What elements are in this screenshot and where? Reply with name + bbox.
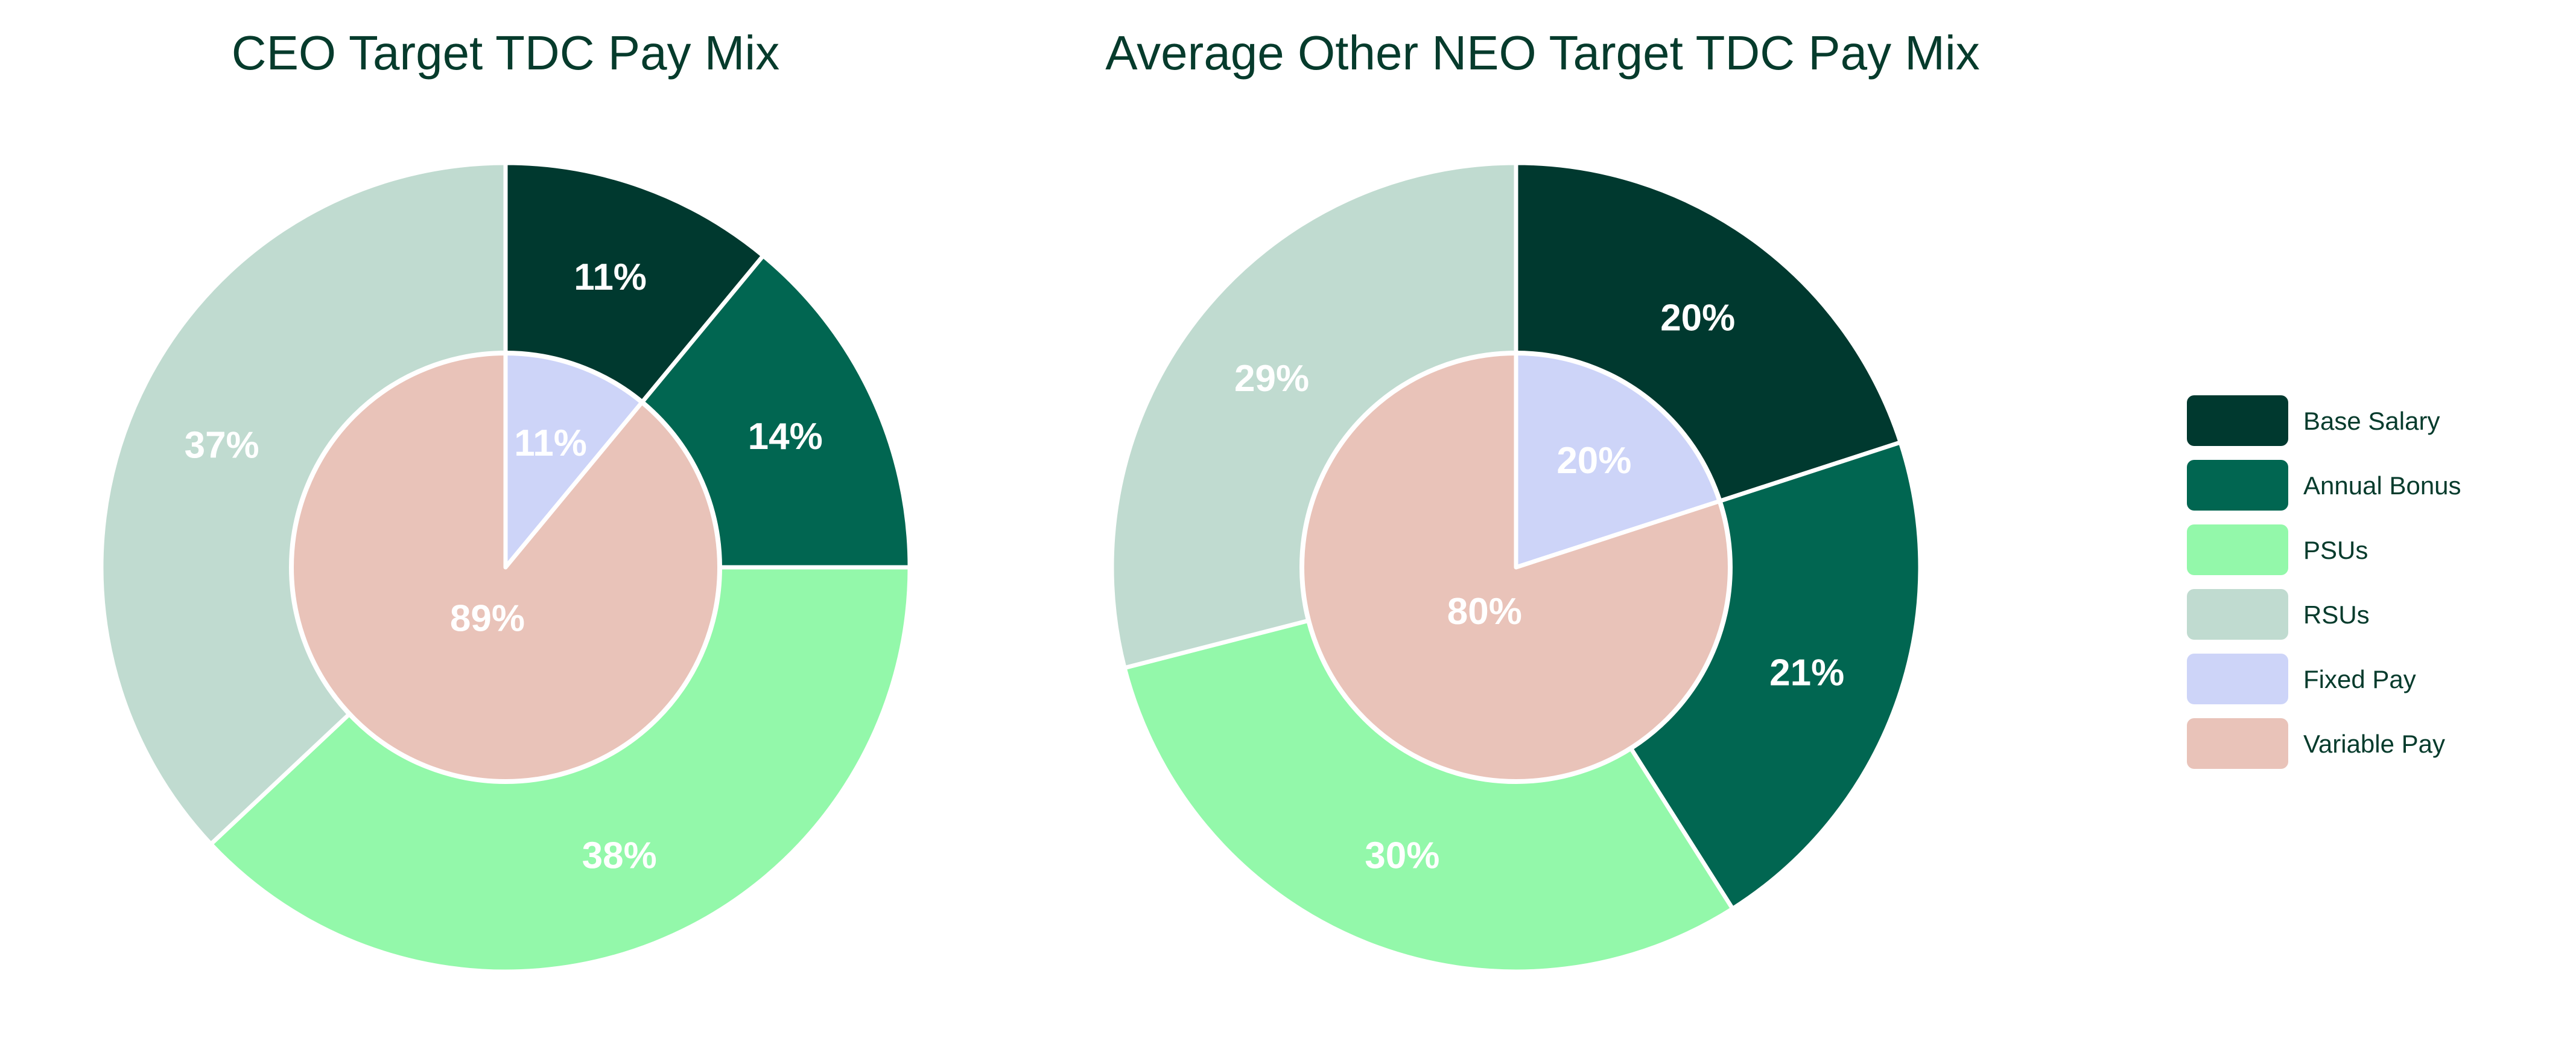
ceo-ring-separator [289,351,722,784]
neo-outer-label-annual-bonus: 21% [1769,652,1844,694]
legend-swatch-annual-bonus [2187,460,2288,511]
neo-inner-label-variable-pay: 80% [1447,591,1522,632]
legend-swatch-rsus [2187,589,2288,640]
legend: Base Salary Annual Bonus PSUs RSUs Fixed Pay… [2187,395,2461,769]
legend-label-rsus: RSUs [2303,600,2370,629]
legend-swatch-psus [2187,524,2288,575]
neo-chart-title: Average Other NEO Target TDC Pay Mix [1105,26,1979,80]
legend-swatch-variable-pay [2187,718,2288,769]
legend-swatch-base-salary [2187,395,2288,446]
ceo-outer-label-rsus: 37% [185,424,259,466]
neo-outer-label-base-salary: 20% [1660,297,1735,339]
ceo-chart-title: CEO Target TDC Pay Mix [232,26,779,80]
legend-label-psus: PSUs [2303,536,2368,564]
ceo-outer-label-annual-bonus: 14% [748,416,823,457]
neo-outer-label-psus: 30% [1365,835,1439,877]
neo-inner-label-fixed-pay: 20% [1556,440,1631,482]
ceo-pay-mix-pie: 11% 14% 38% 37% 11% 89% [99,161,912,974]
neo-outer-label-rsus: 29% [1234,358,1309,400]
ceo-outer-label-base-salary: 11% [574,256,647,298]
legend-label-variable-pay: Variable Pay [2303,730,2445,758]
legend-label-base-salary: Base Salary [2303,407,2440,435]
legend-swatch-fixed-pay [2187,654,2288,704]
legend-label-fixed-pay: Fixed Pay [2303,665,2416,693]
ceo-inner-label-fixed-pay: 11% [514,422,587,464]
ceo-outer-label-psus: 38% [582,835,657,877]
legend-label-annual-bonus: Annual Bonus [2303,471,2461,500]
neo-pay-mix-pie: 20% 21% 30% 29% 20% 80% [1109,161,1923,974]
ceo-inner-label-variable-pay: 89% [450,598,525,640]
neo-ring-separator [1299,351,1733,784]
